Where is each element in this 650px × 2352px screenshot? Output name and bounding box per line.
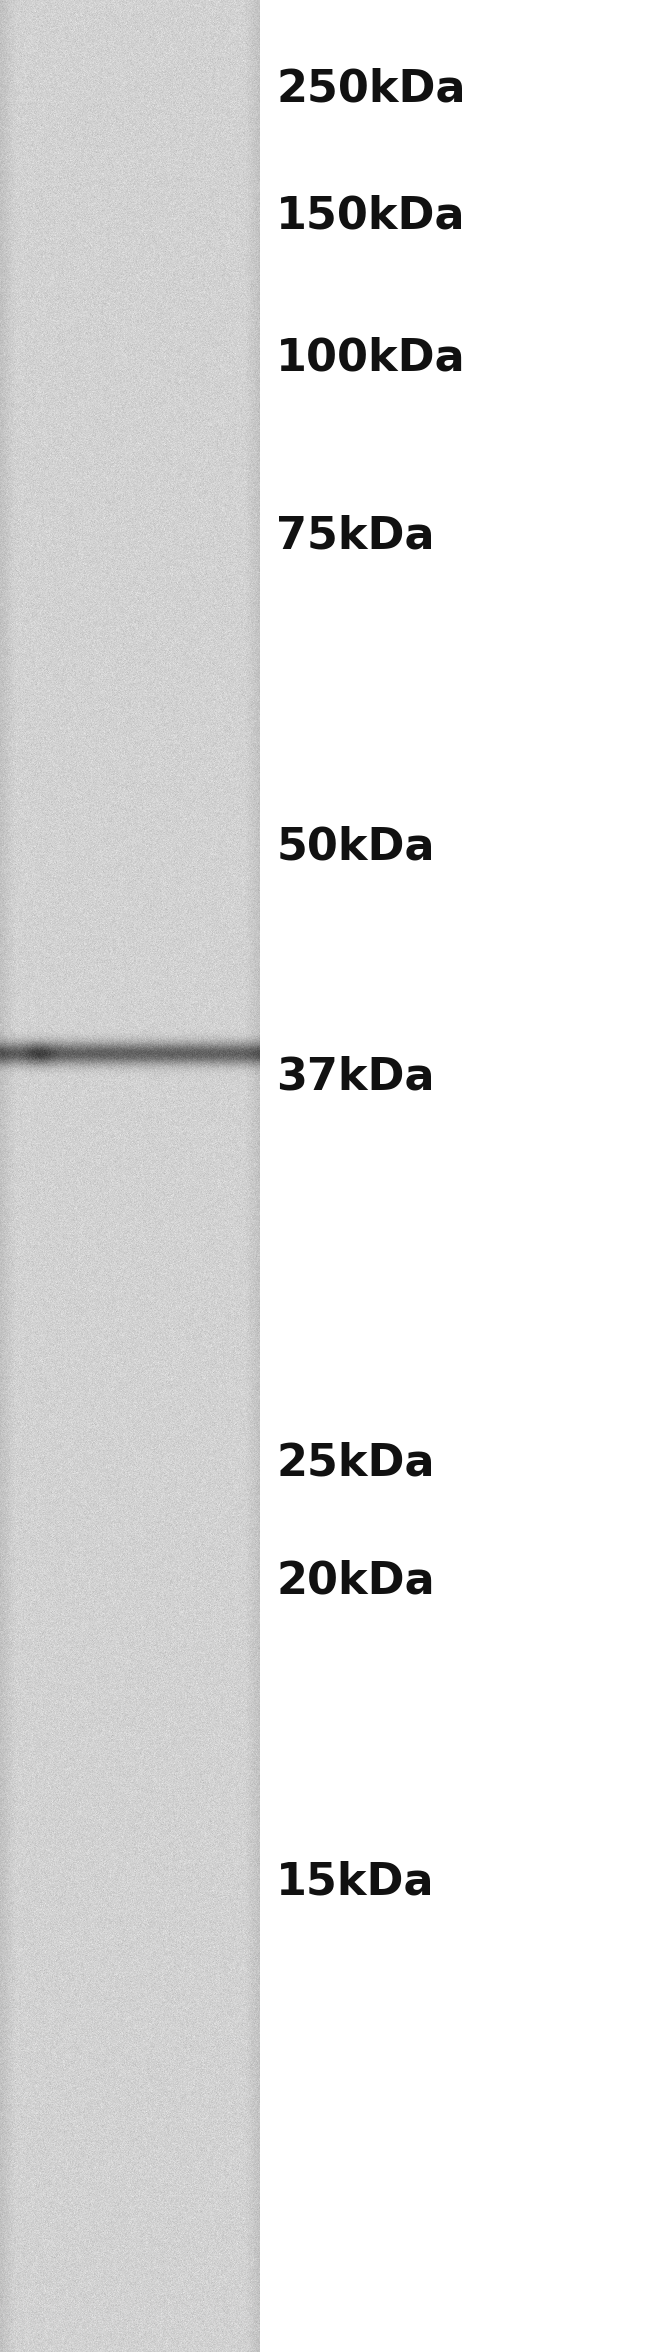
Text: 20kDa: 20kDa — [276, 1559, 435, 1602]
Text: 50kDa: 50kDa — [276, 826, 435, 868]
Text: 15kDa: 15kDa — [276, 1860, 435, 1903]
Bar — [260, 0, 650, 2352]
Text: 75kDa: 75kDa — [276, 515, 435, 557]
Text: 25kDa: 25kDa — [276, 1442, 435, 1484]
Text: 37kDa: 37kDa — [276, 1056, 435, 1098]
Text: 250kDa: 250kDa — [276, 68, 466, 111]
Text: 100kDa: 100kDa — [276, 336, 466, 379]
Text: 150kDa: 150kDa — [276, 195, 466, 238]
